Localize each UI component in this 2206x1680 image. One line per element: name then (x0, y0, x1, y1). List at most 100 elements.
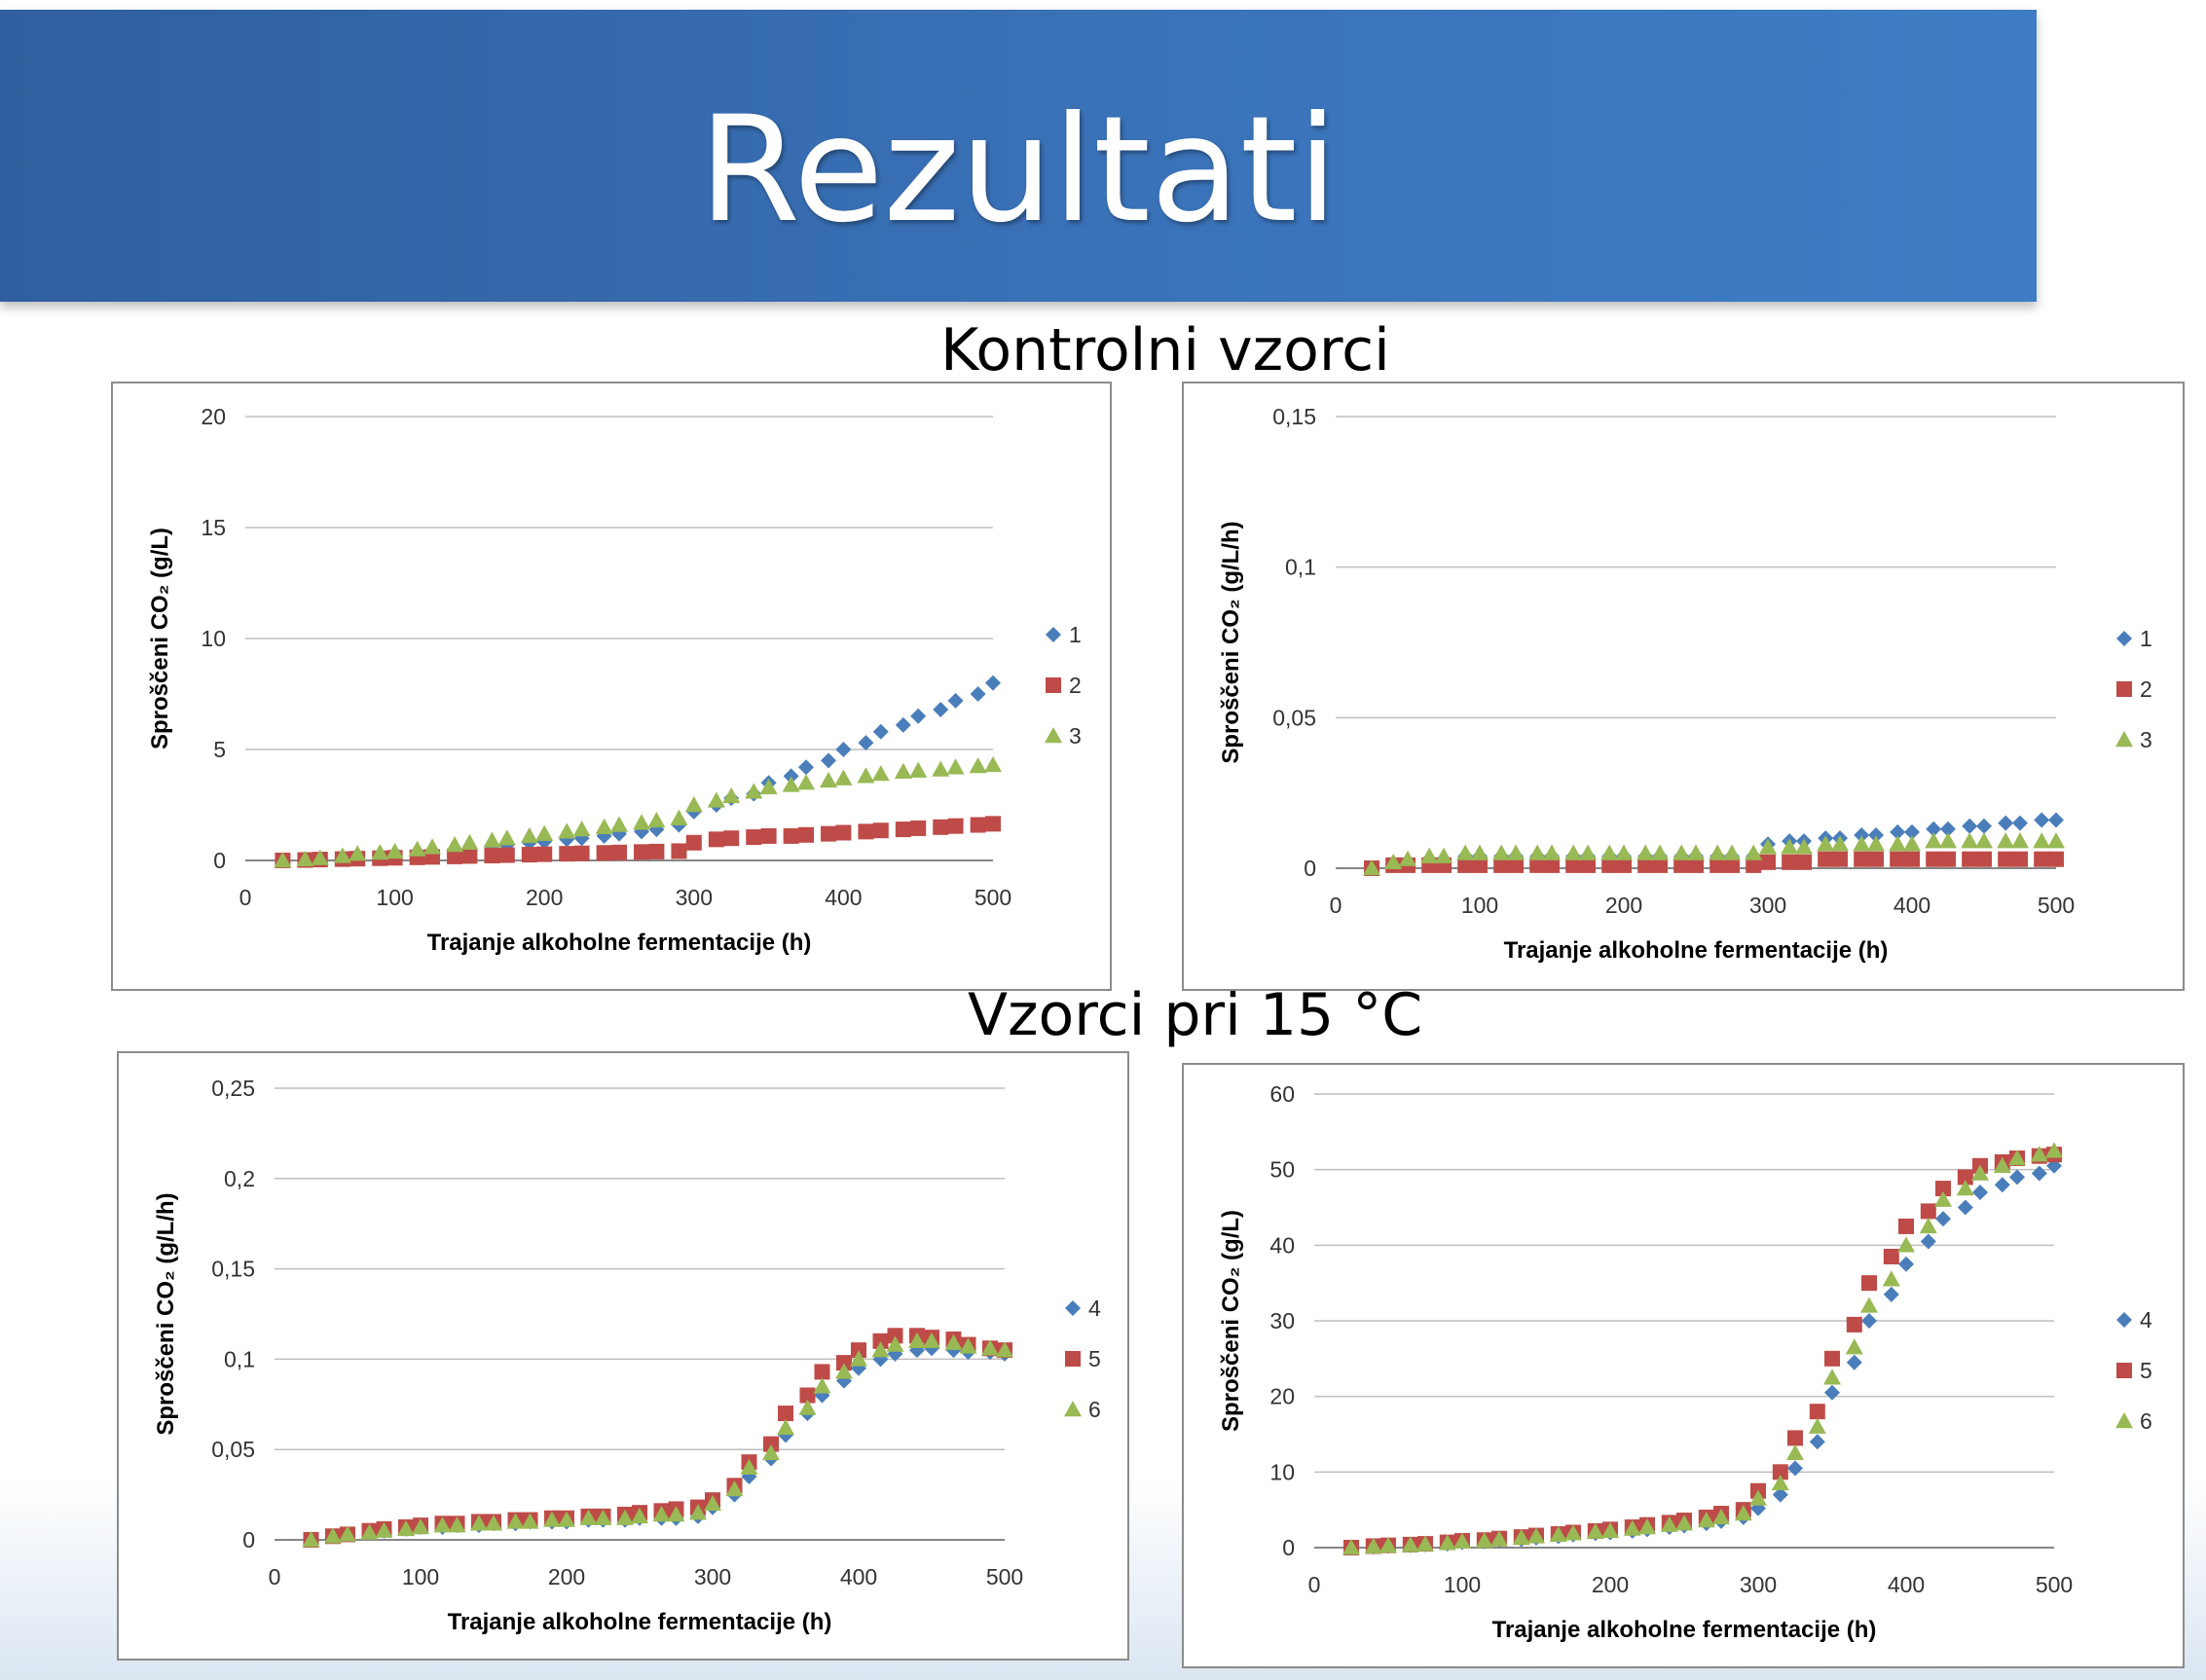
data-point (460, 833, 479, 850)
x-axis-title: Trajanje alkoholne fermentacije (h) (1504, 937, 1889, 964)
legend-marker-3 (2115, 731, 2133, 748)
y-tick-label: 0,1 (224, 1346, 255, 1371)
data-point (981, 1339, 999, 1356)
y-tick-label: 10 (1269, 1459, 1295, 1484)
data-point (1746, 857, 1762, 873)
data-point (1687, 844, 1705, 860)
data-point (1883, 1286, 1899, 1302)
title-banner: Rezultati (0, 10, 2037, 302)
y-tick-label: 20 (1269, 1384, 1295, 1409)
data-point (543, 1511, 561, 1527)
data-point (820, 771, 838, 788)
data-point (1883, 1248, 1899, 1264)
data-point (670, 809, 688, 825)
data-point (1861, 1313, 1877, 1329)
y-axis-title: Sproščeni CO₂ (g/L) (1218, 1210, 1244, 1432)
data-point (1600, 844, 1619, 860)
data-point (1919, 1217, 1937, 1234)
data-point (933, 701, 949, 717)
legend-label-4: 4 (2140, 1307, 2152, 1333)
y-tick-label: 0 (213, 848, 226, 873)
data-point (970, 817, 986, 833)
data-point (1564, 844, 1583, 860)
data-point (1890, 823, 1906, 840)
data-point (535, 824, 554, 841)
data-point (1401, 1536, 1419, 1552)
data-point (485, 1515, 502, 1531)
data-point (1962, 851, 1978, 867)
data-point (1565, 857, 1582, 873)
data-point (2031, 1165, 2047, 1182)
data-point (1795, 838, 1813, 855)
data-point (595, 818, 613, 834)
x-tick-label: 100 (376, 885, 413, 910)
data-point (887, 1328, 903, 1344)
data-point (1997, 832, 2015, 849)
data-point (339, 1525, 356, 1542)
data-point (797, 774, 815, 790)
data-point (1926, 821, 1942, 837)
data-point (470, 1515, 488, 1531)
data-point (559, 831, 575, 848)
data-point (1384, 853, 1403, 870)
data-point (1961, 832, 1979, 849)
data-point (1734, 1505, 1752, 1521)
data-point (858, 823, 874, 840)
data-point (1710, 857, 1726, 873)
y-axis-title: Sproščeni CO₂ (g/L/h) (153, 1192, 179, 1435)
data-point (1771, 1474, 1789, 1491)
data-point (1808, 1417, 1826, 1434)
data-point (704, 1494, 721, 1512)
legend-marker-1 (1046, 627, 1061, 642)
data-point (1544, 857, 1560, 873)
data-point (1940, 821, 1956, 837)
data-point (1998, 815, 2014, 831)
y-tick-label: 0,05 (1272, 705, 1316, 730)
data-point (1904, 823, 1920, 840)
data-point (850, 1350, 867, 1367)
legend-label-1: 1 (2140, 626, 2152, 651)
legend-marker-3 (1045, 727, 1062, 744)
data-point (558, 1511, 575, 1527)
data-point (908, 1332, 926, 1349)
data-point (1364, 1537, 1382, 1554)
data-point (506, 1513, 525, 1529)
legend-marker-5 (2116, 1363, 2132, 1378)
data-point (671, 843, 687, 859)
data-point (2045, 1142, 2063, 1158)
data-point (894, 762, 912, 779)
data-point (947, 692, 964, 709)
data-point (1824, 1350, 1840, 1367)
data-point (1435, 847, 1452, 863)
legend-marker-4 (2116, 1312, 2132, 1328)
data-point (851, 1342, 866, 1359)
data-point (1854, 826, 1870, 843)
data-point (763, 1436, 779, 1452)
data-point (969, 757, 987, 774)
x-tick-label: 100 (402, 1564, 439, 1589)
data-point (1925, 832, 1943, 849)
legend-label-2: 2 (1069, 673, 1082, 698)
y-tick-label: 60 (1269, 1081, 1295, 1107)
x-tick-label: 0 (239, 885, 252, 910)
data-point (296, 850, 314, 867)
data-point (910, 708, 927, 724)
data-point (1994, 1177, 2010, 1193)
data-point (1697, 1512, 1715, 1528)
data-point (1492, 844, 1511, 860)
x-tick-label: 200 (526, 885, 563, 910)
data-point (616, 1509, 634, 1525)
y-axis-title: Sproščeni CO₂ (g/L) (147, 528, 173, 749)
data-point (1363, 859, 1380, 876)
data-point (813, 1377, 831, 1394)
data-point (1824, 1384, 1840, 1401)
data-point (722, 786, 741, 804)
data-point (1675, 1515, 1693, 1531)
x-tick-label: 500 (2038, 893, 2075, 918)
data-point (408, 840, 426, 857)
data-point (1971, 1164, 1989, 1181)
legend-label-6: 6 (1088, 1397, 1101, 1422)
series-6 (302, 1332, 1013, 1548)
data-point (834, 769, 853, 785)
data-point (536, 846, 553, 862)
